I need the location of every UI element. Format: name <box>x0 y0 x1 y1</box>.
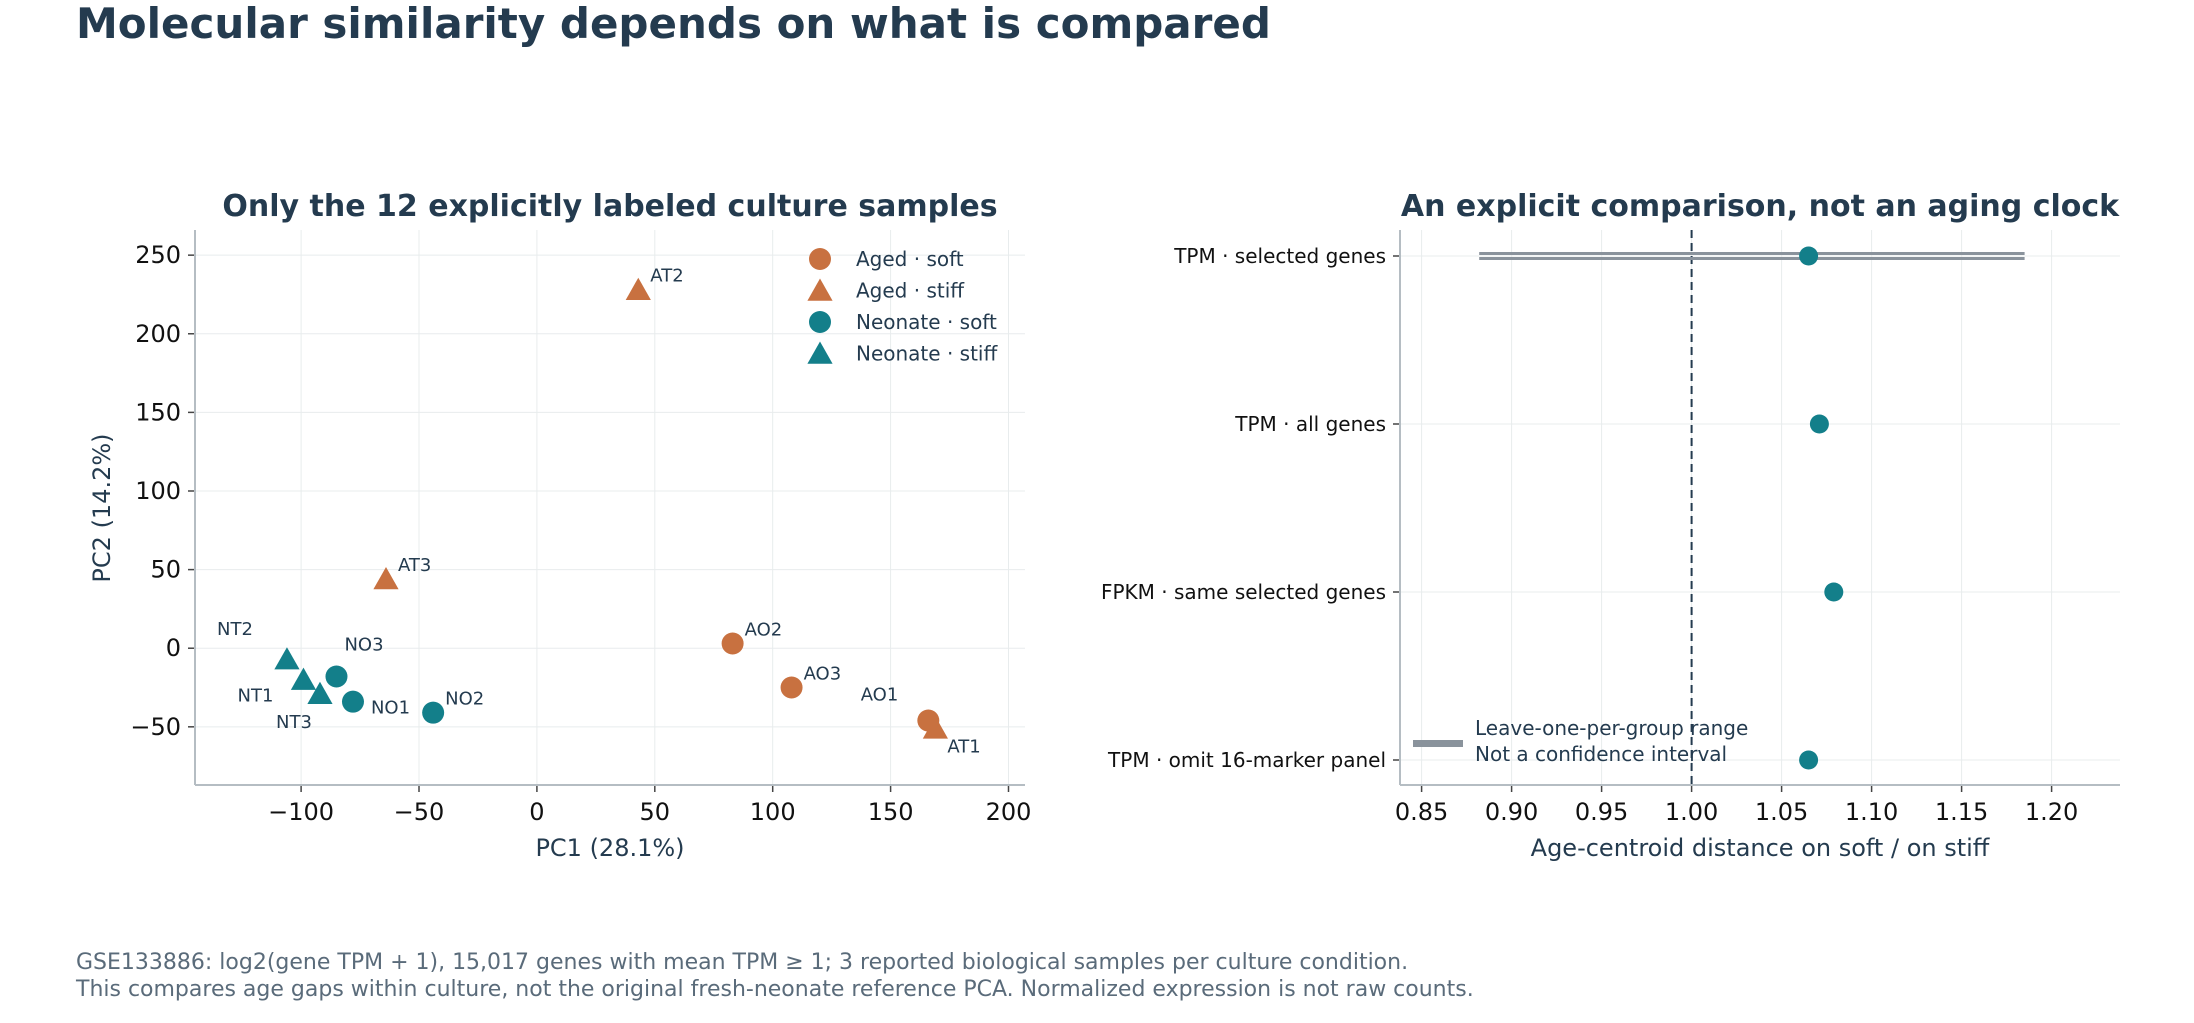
category-label: FPKM · same selected genes <box>1101 580 1386 604</box>
point-label-nt3: NT3 <box>276 712 312 733</box>
x-tick-label: −50 <box>394 798 445 826</box>
y-tick-label: 100 <box>135 477 181 505</box>
distance-point <box>1799 246 1819 266</box>
point-label-ao2: AO2 <box>745 619 783 640</box>
x-axis-label: Age-centroid distance on soft / on stiff <box>1531 834 1990 862</box>
data-point-at1 <box>922 716 948 739</box>
x-tick-label: 0.90 <box>1485 798 1538 826</box>
point-label-at1: AT1 <box>947 736 980 757</box>
x-tick-label: 150 <box>868 798 914 826</box>
x-tick-label: 1.20 <box>2025 798 2078 826</box>
footnote-line-2: This compares age gaps within culture, n… <box>76 977 1474 1002</box>
legend-marker <box>807 278 833 301</box>
legend-marker <box>807 341 833 364</box>
point-label-at3: AT3 <box>398 555 431 576</box>
point-label-nt2: NT2 <box>217 619 253 640</box>
data-point-at3 <box>373 567 399 590</box>
data-point-no2 <box>422 701 445 724</box>
x-axis-label: PC1 (28.1%) <box>535 834 684 862</box>
distance-point <box>1824 582 1844 602</box>
x-tick-label: 0.95 <box>1575 798 1628 826</box>
x-tick-label: 0 <box>529 798 544 826</box>
legend-marker <box>809 248 831 270</box>
category-label: TPM · all genes <box>1234 412 1386 436</box>
y-tick-label: 200 <box>135 320 181 348</box>
point-label-no1: NO1 <box>371 698 410 719</box>
x-tick-label: −100 <box>268 798 334 826</box>
x-tick-label: 1.10 <box>1845 798 1898 826</box>
y-axis-label: PC2 (14.2%) <box>88 433 116 582</box>
x-tick-label: 50 <box>640 798 671 826</box>
x-tick-label: 1.15 <box>1935 798 1988 826</box>
y-tick-label: 150 <box>135 398 181 426</box>
x-tick-label: 1.05 <box>1755 798 1808 826</box>
distance-point <box>1809 414 1829 434</box>
x-tick-label: 100 <box>750 798 796 826</box>
point-label-ao3: AO3 <box>804 664 842 685</box>
legend-label: Aged · soft <box>856 247 964 271</box>
data-point-no1 <box>341 690 364 713</box>
data-point-no3 <box>325 665 348 688</box>
point-label-nt1: NT1 <box>238 686 274 707</box>
point-label-at2: AT2 <box>650 266 683 287</box>
point-label-no3: NO3 <box>344 635 383 656</box>
page-title: Molecular similarity depends on what is … <box>76 0 1271 48</box>
legend-note: Not a confidence interval <box>1475 742 1727 766</box>
pca-scatter-panel: −100 −50 0 50 100 150 200 −50 0 50 100 150 200 250 Onl… <box>88 189 1031 862</box>
footnote-line-1: GSE133886: log2(gene TPM + 1), 15,017 ge… <box>76 950 1409 975</box>
data-point-nt2 <box>274 647 300 670</box>
x-tick-label: 1.00 <box>1665 798 1718 826</box>
data-point-ao2 <box>721 632 744 655</box>
category-label: TPM · omit 16-marker panel <box>1107 748 1386 772</box>
x-tick-label: 200 <box>986 798 1032 826</box>
point-label-ao1: AO1 <box>861 685 899 706</box>
y-tick-label: 50 <box>150 556 181 584</box>
legend-label: Aged · stiff <box>856 279 965 303</box>
legend-range-swatch <box>1413 740 1463 747</box>
data-point-nt1 <box>290 667 317 690</box>
legend-marker <box>809 311 831 333</box>
chart-title: Only the 12 explicitly labeled culture s… <box>222 189 997 224</box>
chart-title: An explicit comparison, not an aging clo… <box>1401 189 2120 224</box>
y-tick-label: 250 <box>135 241 181 269</box>
data-point-at2 <box>625 277 651 300</box>
point-label-no2: NO2 <box>445 689 484 710</box>
data-point-ao3 <box>780 676 803 699</box>
y-tick-label: 0 <box>166 634 181 662</box>
legend-label: Leave-one-per-group range <box>1475 716 1748 740</box>
legend-label: Neonate · stiff <box>856 342 998 366</box>
distance-comparison-panel: 0.85 0.90 0.95 1.00 1.05 1.10 1.15 1.20 TPM · se… <box>1101 189 2120 862</box>
legend-label: Neonate · soft <box>856 310 997 334</box>
category-label: TPM · selected genes <box>1173 244 1386 268</box>
distance-point <box>1799 750 1819 770</box>
x-tick-label: 0.85 <box>1395 798 1448 826</box>
data-point-nt3 <box>307 681 333 705</box>
y-tick-label: −50 <box>130 713 181 741</box>
